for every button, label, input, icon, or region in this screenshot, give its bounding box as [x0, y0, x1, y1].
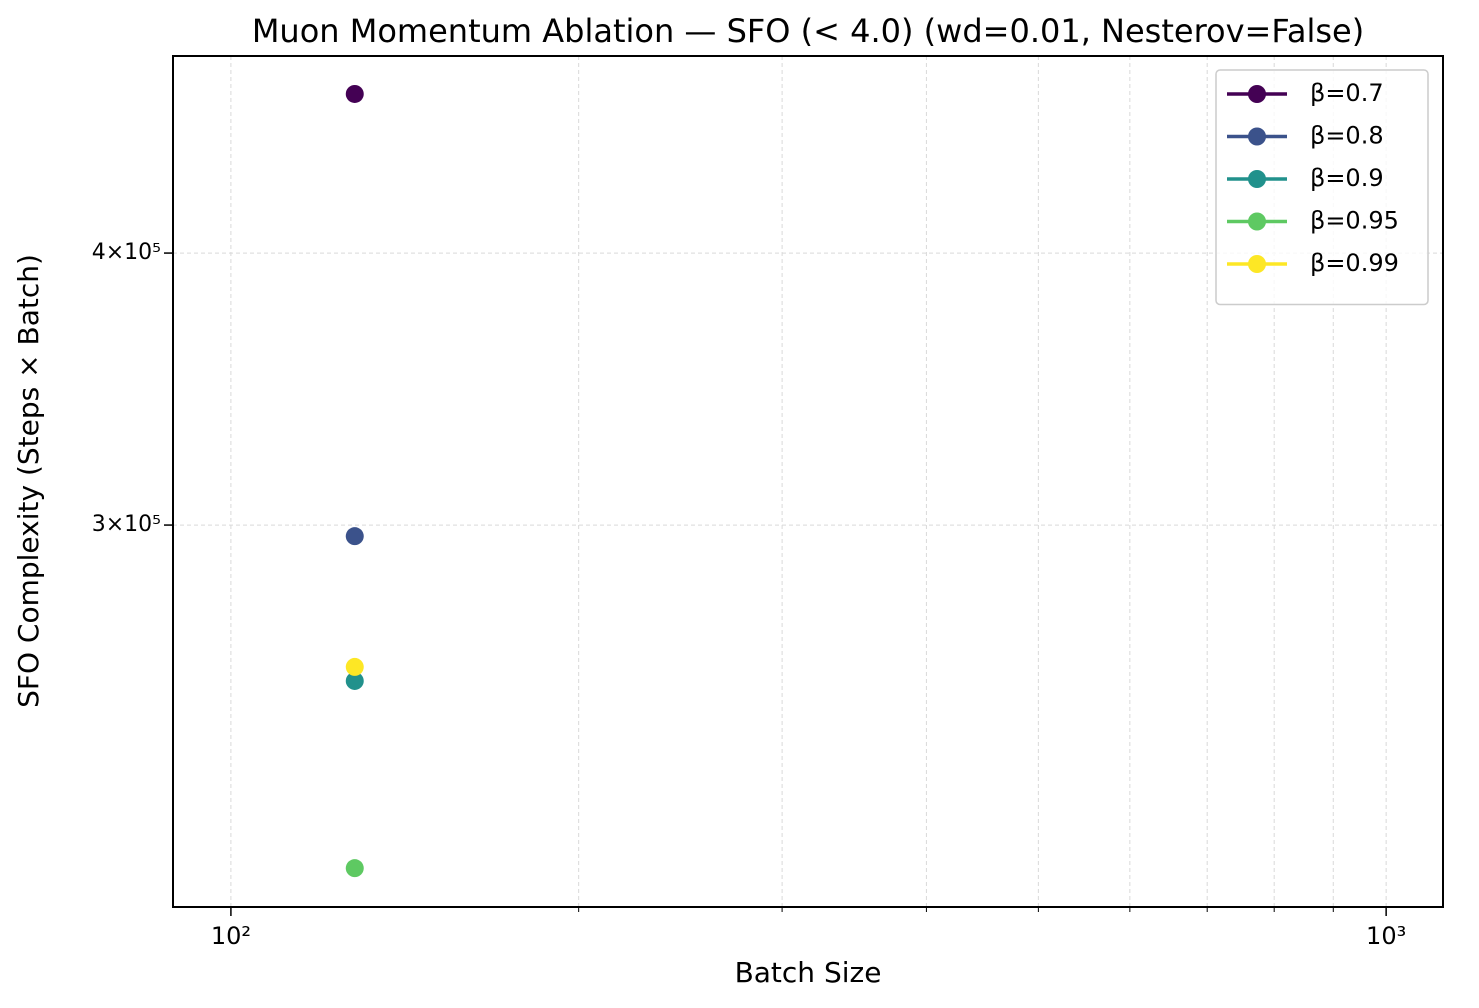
data-point — [345, 84, 364, 103]
legend-label: β=0.8 — [1310, 122, 1384, 150]
data-point — [345, 859, 364, 878]
data-point — [345, 671, 364, 690]
legend-box — [1215, 69, 1429, 306]
x-tick-label: 10³ — [1366, 922, 1406, 950]
legend-label: β=0.95 — [1310, 207, 1399, 235]
data-point — [345, 527, 364, 546]
legend-marker — [1248, 85, 1266, 103]
legend-marker — [1248, 127, 1266, 146]
x-axis-label: Batch Size — [735, 956, 882, 989]
legend: β=0.7 β=0.8 β=0.9 β=0.95 β=0.99 — [1215, 69, 1429, 306]
legend-label: β=0.9 — [1310, 164, 1384, 192]
legend-marker — [1248, 212, 1266, 231]
legend-marker — [1248, 255, 1266, 273]
y-tick-label: 4×10⁵ — [92, 240, 161, 265]
x-tick-label: 10² — [211, 922, 251, 950]
legend-label: β=0.7 — [1310, 79, 1384, 107]
y-tick-label: 3×10⁵ — [92, 512, 161, 537]
chart-title: Muon Momentum Ablation — SFO (< 4.0) (wd… — [252, 12, 1364, 50]
plot-frame — [172, 55, 1444, 908]
y-axis-label: SFO Complexity (Steps × Batch) — [12, 254, 45, 708]
data-point — [345, 657, 364, 676]
legend-label: β=0.99 — [1310, 249, 1399, 277]
legend-marker — [1248, 170, 1266, 188]
